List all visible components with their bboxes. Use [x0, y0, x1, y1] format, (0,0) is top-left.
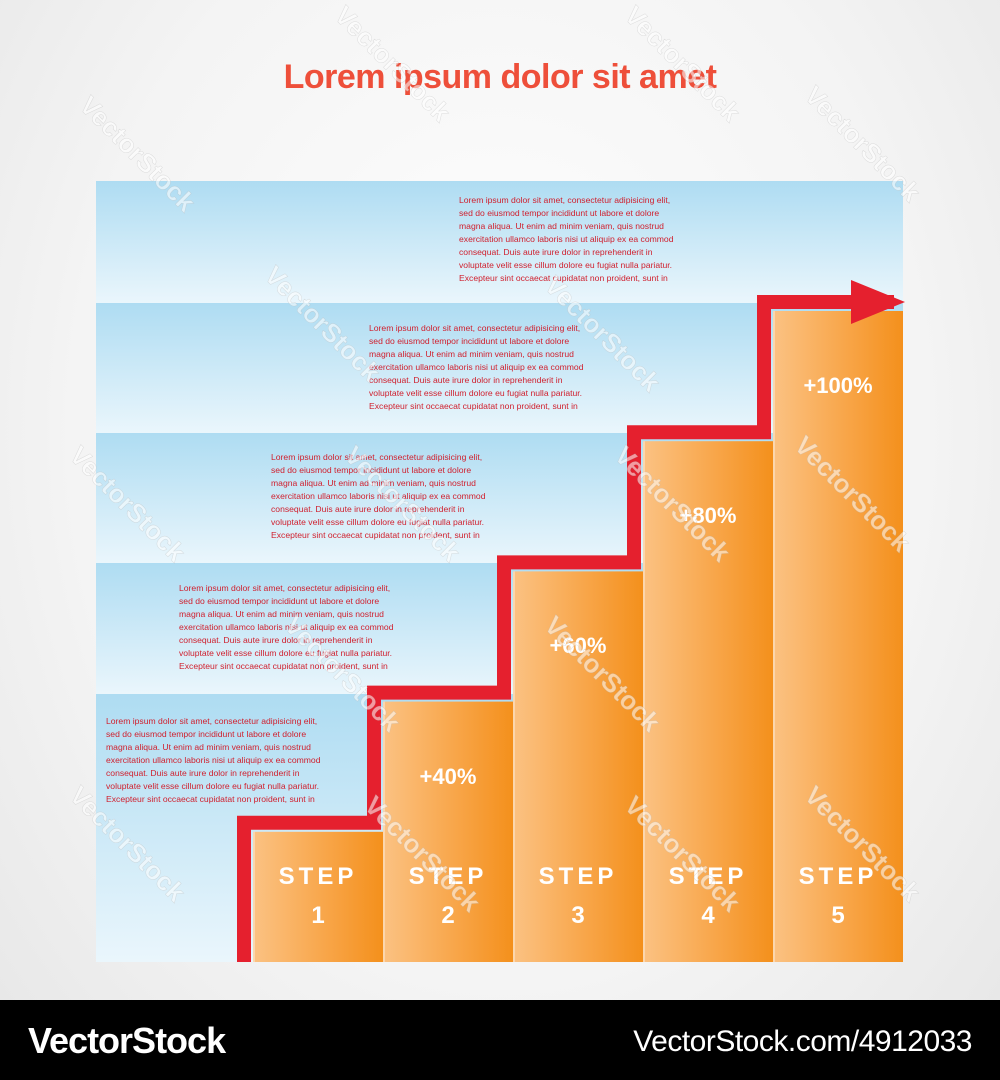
text-line: Excepteur sint occaecat cupidatat non pr… — [271, 530, 480, 540]
step-number-1: 1 — [311, 902, 325, 929]
bar-edge-4 — [643, 441, 645, 962]
bar-edge-2 — [383, 701, 385, 962]
text-line: consequat. Duis aute irure dolor in repr… — [106, 768, 300, 778]
value-label-5: +100% — [803, 373, 873, 398]
bar-step-1 — [253, 831, 383, 962]
text-line: magna aliqua. Ut enim ad minim veniam, q… — [179, 609, 384, 619]
bar-edge-3 — [513, 571, 515, 962]
step-label-1: STEP — [278, 863, 358, 890]
text-line: sed do eiusmod tempor incididunt ut labo… — [179, 596, 380, 606]
step-label-4: STEP — [668, 863, 748, 890]
text-block-4: Lorem ipsum dolor sit amet, consectetur … — [179, 582, 479, 673]
text-line: voluptate velit esse cillum dolore eu fu… — [369, 388, 583, 398]
text-line: magna aliqua. Ut enim ad minim veniam, q… — [106, 742, 311, 752]
text-line: exercitation ullamco laboris nisi ut ali… — [271, 491, 486, 501]
bar-edge-1 — [253, 831, 255, 962]
text-block-1: Lorem ipsum dolor sit amet, consectetur … — [459, 194, 759, 285]
value-label-3: +60% — [549, 633, 607, 659]
text-line: voluptate velit esse cillum dolore eu fu… — [106, 781, 320, 791]
bar-step-4 — [643, 441, 773, 962]
step-number-2: 2 — [441, 902, 455, 929]
text-line: Excepteur sint occaecat cupidatat non pr… — [179, 661, 388, 671]
text-line: consequat. Duis aute irure dolor in repr… — [459, 247, 653, 257]
bar-step-5 — [773, 311, 903, 962]
bar-step-2 — [383, 701, 513, 962]
text-line: sed do eiusmod tempor incididunt ut labo… — [459, 208, 660, 218]
text-block-2: Lorem ipsum dolor sit amet, consectetur … — [369, 322, 669, 413]
step-number-3: 3 — [571, 902, 585, 929]
text-line: sed do eiusmod tempor incididunt ut labo… — [271, 465, 472, 475]
text-line: Lorem ipsum dolor sit amet, consectetur … — [369, 323, 581, 333]
step-label-2: STEP — [408, 863, 488, 890]
text-line: Lorem ipsum dolor sit amet, consectetur … — [179, 583, 391, 593]
text-line: exercitation ullamco laboris nisi ut ali… — [179, 622, 394, 632]
step-number-5: 5 — [831, 902, 845, 929]
text-line: voluptate velit esse cillum dolore eu fu… — [179, 648, 393, 658]
value-label-2: +40% — [419, 763, 477, 789]
text-line: sed do eiusmod tempor incididunt ut labo… — [106, 729, 307, 739]
text-line: voluptate velit esse cillum dolore eu fu… — [271, 517, 485, 527]
text-line: magna aliqua. Ut enim ad minim veniam, q… — [369, 349, 574, 359]
step-label-5: STEP — [798, 863, 878, 890]
text-line: Excepteur sint occaecat cupidatat non pr… — [106, 794, 315, 804]
text-line: sed do eiusmod tempor incididunt ut labo… — [369, 336, 570, 346]
text-line: consequat. Duis aute irure dolor in repr… — [271, 504, 465, 514]
text-line: exercitation ullamco laboris nisi ut ali… — [106, 755, 321, 765]
value-label-4: +80% — [679, 503, 737, 529]
text-line: exercitation ullamco laboris nisi ut ali… — [369, 362, 584, 372]
text-line: consequat. Duis aute irure dolor in repr… — [369, 375, 563, 385]
page-title: Lorem ipsum dolor sit amet — [283, 58, 717, 96]
growth-arrow-line — [237, 295, 894, 962]
bar-edge-5 — [773, 311, 775, 962]
text-line: consequat. Duis aute irure dolor in repr… — [179, 635, 373, 645]
text-line: Lorem ipsum dolor sit amet, consectetur … — [459, 195, 671, 205]
footer-url: VectorStock.com/4912033 — [633, 1025, 972, 1058]
footer-brand: VectorStock — [28, 1020, 226, 1061]
text-line: exercitation ullamco laboris nisi ut ali… — [459, 234, 674, 244]
text-line: Lorem ipsum dolor sit amet, consectetur … — [271, 452, 483, 462]
band-1 — [96, 181, 903, 303]
text-line: Excepteur sint occaecat cupidatat non pr… — [459, 273, 668, 283]
text-line: Excepteur sint occaecat cupidatat non pr… — [369, 401, 578, 411]
footer-bar: VectorStock VectorStock.com/4912033 — [0, 1000, 1000, 1080]
bars — [253, 311, 903, 962]
text-block-5: Lorem ipsum dolor sit amet, consectetur … — [106, 715, 406, 806]
text-line: voluptate velit esse cillum dolore eu fu… — [459, 260, 673, 270]
text-block-3: Lorem ipsum dolor sit amet, consectetur … — [271, 451, 571, 542]
bar-step-3 — [513, 571, 643, 962]
step-number-4: 4 — [701, 902, 715, 929]
text-line: Lorem ipsum dolor sit amet, consectetur … — [106, 716, 318, 726]
text-line: magna aliqua. Ut enim ad minim veniam, q… — [271, 478, 476, 488]
text-line: magna aliqua. Ut enim ad minim veniam, q… — [459, 221, 664, 231]
step-label-3: STEP — [538, 863, 618, 890]
growth-arrow-head — [851, 280, 905, 324]
step-chart — [96, 181, 905, 962]
